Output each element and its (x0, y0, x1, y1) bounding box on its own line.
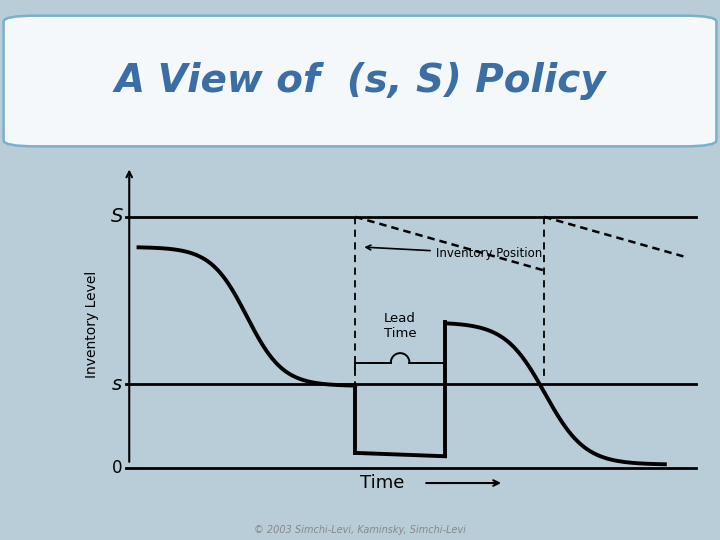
FancyBboxPatch shape (4, 16, 716, 146)
Text: S: S (111, 207, 123, 226)
Text: © 2003 Simchi-Levi, Kaminsky, Simchi-Levi: © 2003 Simchi-Levi, Kaminsky, Simchi-Lev… (254, 524, 466, 535)
Text: s: s (112, 375, 122, 394)
Text: 0: 0 (112, 459, 122, 477)
Text: A View of  (s, S) Policy: A View of (s, S) Policy (114, 62, 606, 100)
Text: Inventory Level: Inventory Level (85, 271, 99, 377)
Text: Lead
Time: Lead Time (384, 312, 416, 340)
Text: Inventory Position: Inventory Position (366, 245, 542, 260)
Text: Time: Time (361, 474, 405, 492)
